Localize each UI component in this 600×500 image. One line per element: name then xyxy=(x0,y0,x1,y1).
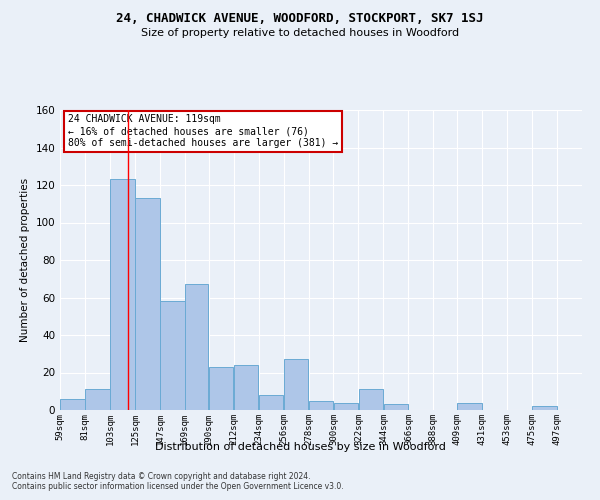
Bar xyxy=(334,402,358,410)
Bar xyxy=(284,360,308,410)
Y-axis label: Number of detached properties: Number of detached properties xyxy=(20,178,30,342)
Text: Size of property relative to detached houses in Woodford: Size of property relative to detached ho… xyxy=(141,28,459,38)
Bar xyxy=(160,301,185,410)
Bar xyxy=(383,404,408,410)
Text: Distribution of detached houses by size in Woodford: Distribution of detached houses by size … xyxy=(155,442,445,452)
Text: Contains HM Land Registry data © Crown copyright and database right 2024.: Contains HM Land Registry data © Crown c… xyxy=(12,472,311,481)
Bar xyxy=(309,400,333,410)
Bar xyxy=(85,390,110,410)
Text: Contains public sector information licensed under the Open Government Licence v3: Contains public sector information licen… xyxy=(12,482,344,491)
Bar xyxy=(532,406,557,410)
Bar xyxy=(457,402,482,410)
Bar xyxy=(359,390,383,410)
Text: 24, CHADWICK AVENUE, WOODFORD, STOCKPORT, SK7 1SJ: 24, CHADWICK AVENUE, WOODFORD, STOCKPORT… xyxy=(116,12,484,26)
Bar xyxy=(110,180,134,410)
Bar xyxy=(209,367,233,410)
Bar xyxy=(185,284,208,410)
Text: 24 CHADWICK AVENUE: 119sqm
← 16% of detached houses are smaller (76)
80% of semi: 24 CHADWICK AVENUE: 119sqm ← 16% of deta… xyxy=(68,114,338,148)
Bar xyxy=(234,365,259,410)
Bar xyxy=(259,395,283,410)
Bar xyxy=(60,399,85,410)
Bar xyxy=(135,198,160,410)
